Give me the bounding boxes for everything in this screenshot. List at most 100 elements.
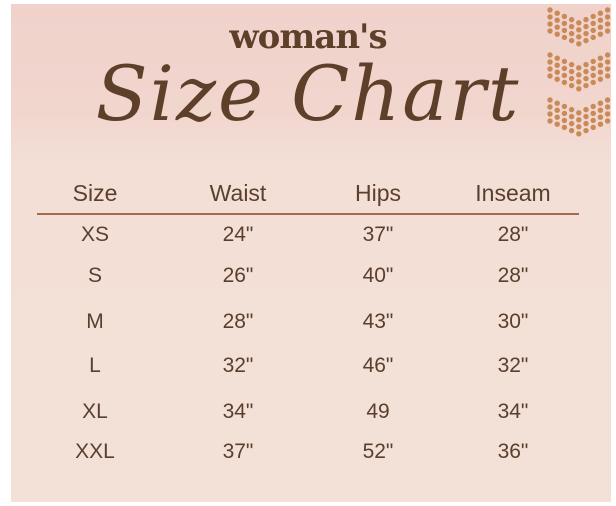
decoration-dot [597,62,604,68]
decoration-dot [590,34,596,41]
decoration-dot [590,20,596,27]
table-cell: 34" [222,400,254,423]
decoration-dot [561,13,568,20]
table-cell: 30" [497,310,529,333]
table-cell: 43" [362,310,394,333]
decoration-dot [590,103,596,110]
decoration-dot [583,16,589,23]
decoration-dot [597,114,604,120]
decoration-dot [568,16,575,23]
table-cell: XL [82,400,108,423]
decoration-dot [604,14,611,20]
decoration-dot [597,100,604,106]
decoration-dot [547,66,553,72]
decoration-dot [576,124,582,130]
decoration-dot [583,30,589,37]
decoration-dot [604,7,611,13]
decoration-dot [576,34,582,40]
decoration-dot [583,61,589,68]
table-cell: 49 [366,400,390,423]
decoration-dot [547,104,553,110]
decoration-dot [568,113,575,120]
decoration-dot [604,21,611,27]
decoration-dot [597,55,604,61]
decoration-dot [604,59,611,65]
table-cell: 32" [222,354,254,377]
title-womans: woman's [229,17,387,57]
decoration-dot [554,31,560,37]
size-chart-panel [11,4,611,502]
table-cell: 28" [497,264,529,287]
decoration-dot [597,107,604,113]
decoration-dot [590,110,596,117]
table-cell: 32" [497,354,529,377]
decoration-dot [583,120,589,127]
decoration-dot [597,10,604,16]
decoration-dot [568,68,575,75]
decoration-dot [604,97,611,103]
title-size-chart: Size Chart [95,49,521,138]
table-cell: 37" [222,440,254,463]
decoration-dot [547,52,553,58]
decoration-dot [554,114,560,120]
decoration-dot [554,10,560,16]
decoration-dot [590,65,596,72]
table-cell: 28" [222,310,254,333]
decoration-dot [604,52,611,58]
decoration-dot [604,111,611,117]
decoration-dot [576,41,582,47]
decoration-dot [568,23,575,30]
table-cell: 28" [497,223,529,246]
decoration-dot [547,73,553,79]
decoration-dot [568,75,575,82]
decoration-dot [561,79,568,86]
column-header-size: Size [72,180,118,206]
decoration-dot [547,97,553,103]
decoration-dot [590,117,596,124]
decoration-dot [554,100,560,106]
decoration-dot [561,117,568,124]
decoration-dot [561,72,568,79]
decoration-dot [597,31,604,37]
decoration-dot [583,127,589,134]
table-cell: 52" [362,440,394,463]
table-cell: XXL [75,440,115,463]
decoration-dot [568,61,575,68]
decoration-dot [597,76,604,82]
decoration-dot [576,72,582,78]
decoration-dot [597,69,604,75]
decoration-dot [590,13,596,20]
decoration-dot [590,27,596,34]
column-header-inseam: Inseam [475,180,551,206]
decoration-dot [604,66,611,72]
decoration-dot [590,72,596,79]
decoration-dot [554,107,560,113]
decoration-dot [547,28,553,34]
decoration-dot [568,106,575,113]
decoration-dot [597,24,604,30]
decoration-dot [576,131,582,137]
decoration-dot [583,82,589,89]
decoration-dot [568,30,575,37]
decoration-dot [590,58,596,65]
decoration-dot [561,110,568,117]
decoration-dot [597,17,604,23]
table-cell: 24" [222,223,254,246]
table-cell: M [86,310,104,333]
decoration-dot [547,59,553,65]
decoration-dot [583,37,589,44]
decoration-dot [561,103,568,110]
table-cell: 37" [362,223,394,246]
table-cell: S [87,264,102,287]
decoration-dot [590,124,596,131]
decoration-dot [547,7,553,13]
decoration-dot [561,58,568,65]
decoration-dot [576,86,582,92]
decoration-dot [590,79,596,86]
table-cell: 46" [362,354,394,377]
table-cell: 36" [497,440,529,463]
decoration-dot [554,62,560,68]
decoration-dot [604,28,611,34]
decoration-dot [547,111,553,117]
decoration-dot [583,106,589,113]
